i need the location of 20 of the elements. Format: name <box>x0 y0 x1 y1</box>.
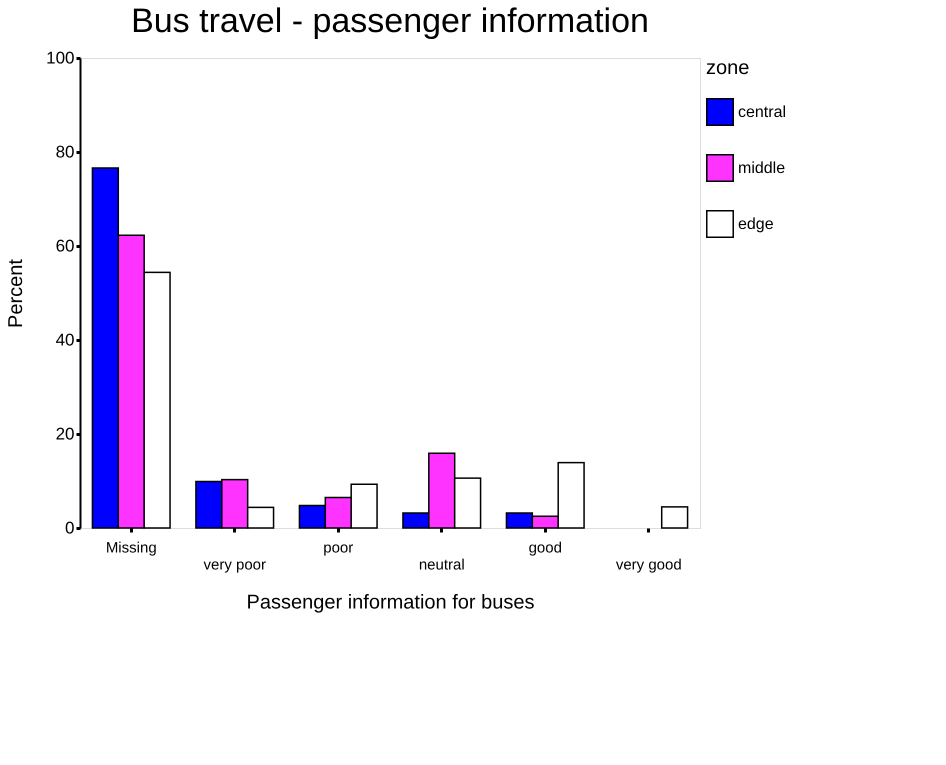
legend-label: middle <box>738 160 786 177</box>
x-tick-label: very good <box>616 556 682 574</box>
y-tick-label: 100 <box>46 48 74 68</box>
x-axis-title: Passenger information for buses <box>246 592 534 614</box>
chart-title: Bus travel - passenger information <box>131 2 649 40</box>
legend-title: zone <box>706 57 750 79</box>
legend-label: edge <box>738 216 774 233</box>
y-axis-title: Percent <box>5 258 28 328</box>
y-tick-label: 40 <box>56 330 74 350</box>
x-tick-label: good <box>528 540 562 556</box>
x-tick-label: Missing <box>106 540 157 556</box>
bar <box>660 506 688 529</box>
y-tick-label: 0 <box>65 518 74 538</box>
legend-label: central <box>738 104 786 121</box>
x-tick-label: poor <box>323 540 354 556</box>
y-tick-label: 20 <box>56 424 74 444</box>
x-tick-label: neutral <box>418 556 465 574</box>
y-tick-label: 80 <box>56 142 74 162</box>
x-tick-label: very poor <box>203 556 266 574</box>
y-tick-label: 60 <box>56 236 74 256</box>
